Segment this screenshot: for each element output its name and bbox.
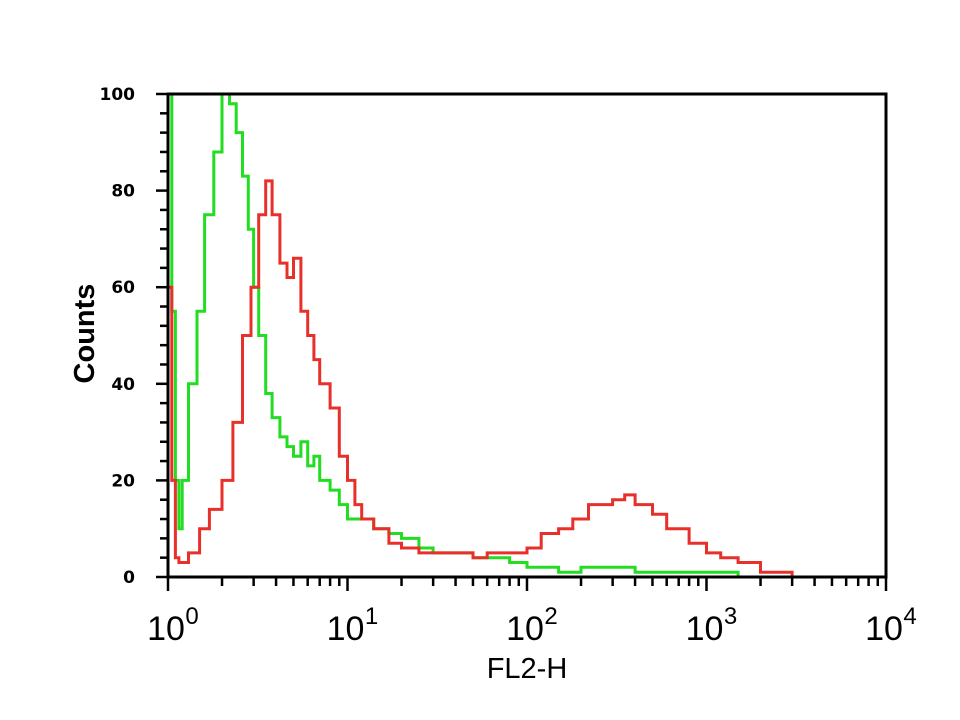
x-axis-minor-ticks <box>166 577 888 591</box>
x-tick-base: 10 <box>147 610 185 648</box>
series-line-2 <box>166 179 886 579</box>
x-tick-label: 10 4 <box>865 603 917 648</box>
y-axis-minor-ticks <box>156 92 168 579</box>
plot-frame <box>166 92 888 579</box>
x-tick-base: 10 <box>327 610 365 648</box>
x-tick-label: 10 0 <box>147 603 199 648</box>
y-tick-label: 60 <box>111 278 135 298</box>
y-tick-label: 20 <box>111 471 135 491</box>
y-tick-label: 0 <box>123 568 135 588</box>
x-tick-exponent: 2 <box>544 603 557 630</box>
x-tick-exponent: 1 <box>365 603 378 630</box>
series-line-1 <box>166 92 886 579</box>
y-axis-tick-labels: 0 20 40 60 80 100 <box>100 85 136 588</box>
y-tick-label: 40 <box>111 375 135 395</box>
x-tick-exponent: 0 <box>185 603 198 630</box>
x-tick-base: 10 <box>686 610 724 648</box>
x-tick-base: 10 <box>865 610 903 648</box>
y-tick-label: 100 <box>100 85 136 105</box>
y-axis-label: Counts <box>69 284 101 384</box>
x-axis-tick-labels: 10 0 10 1 10 2 10 3 10 4 <box>147 603 917 648</box>
x-tick-label: 10 3 <box>686 603 738 648</box>
x-tick-exponent: 3 <box>724 603 737 630</box>
series-layer <box>166 92 886 579</box>
x-tick-exponent: 4 <box>903 603 916 630</box>
x-axis-label: FL2-H <box>487 653 568 685</box>
x-tick-label: 10 1 <box>327 603 379 648</box>
x-tick-base: 10 <box>506 610 544 648</box>
x-tick-label: 10 2 <box>506 603 558 648</box>
y-tick-label: 80 <box>111 182 135 202</box>
